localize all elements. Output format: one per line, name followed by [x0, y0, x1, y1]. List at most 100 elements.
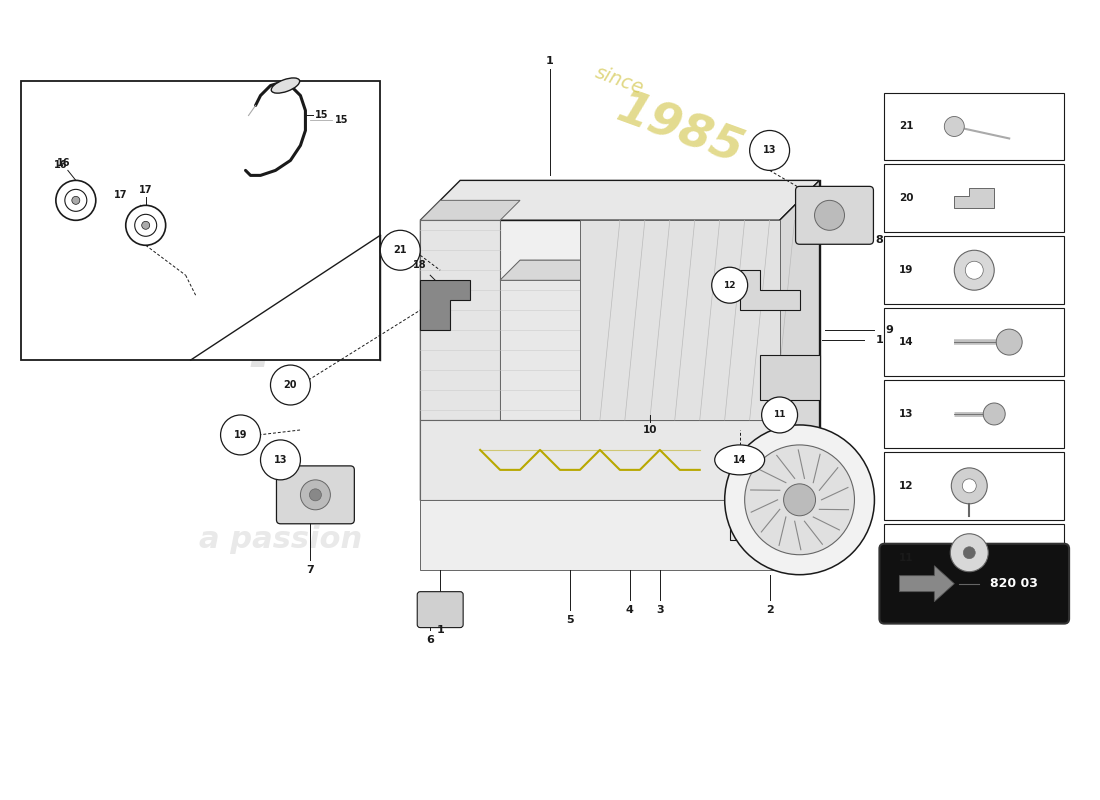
Polygon shape	[420, 420, 780, 500]
Text: 1: 1	[437, 625, 444, 634]
Polygon shape	[900, 566, 955, 602]
Polygon shape	[739, 270, 800, 310]
FancyBboxPatch shape	[884, 236, 1064, 304]
Text: since: since	[593, 63, 647, 98]
Text: 17: 17	[114, 190, 128, 200]
FancyBboxPatch shape	[760, 355, 820, 400]
Text: 9: 9	[886, 325, 893, 335]
Circle shape	[955, 250, 994, 290]
Circle shape	[381, 230, 420, 270]
Text: 1: 1	[876, 335, 883, 345]
Text: 3: 3	[656, 605, 663, 614]
Circle shape	[750, 130, 790, 170]
Polygon shape	[500, 280, 580, 420]
FancyBboxPatch shape	[884, 308, 1064, 376]
Polygon shape	[420, 220, 780, 500]
Polygon shape	[420, 180, 820, 220]
Circle shape	[125, 206, 166, 246]
Circle shape	[261, 440, 300, 480]
FancyBboxPatch shape	[884, 165, 1064, 232]
Text: 15: 15	[336, 115, 349, 126]
FancyBboxPatch shape	[884, 524, 1064, 592]
Text: 4: 4	[626, 605, 634, 614]
Circle shape	[964, 546, 976, 558]
Text: 14: 14	[733, 455, 747, 465]
Circle shape	[221, 415, 261, 455]
Circle shape	[952, 468, 987, 504]
Circle shape	[983, 403, 1005, 425]
Circle shape	[814, 200, 845, 230]
Text: 18: 18	[414, 260, 427, 270]
Circle shape	[300, 480, 330, 510]
Circle shape	[712, 267, 748, 303]
Text: 1985: 1985	[610, 87, 749, 174]
Circle shape	[745, 445, 855, 554]
Polygon shape	[420, 200, 520, 220]
FancyBboxPatch shape	[884, 93, 1064, 161]
Text: 10: 10	[642, 425, 657, 435]
Circle shape	[997, 329, 1022, 355]
FancyBboxPatch shape	[884, 380, 1064, 448]
Text: 820 03: 820 03	[990, 577, 1038, 590]
Text: 12: 12	[724, 281, 736, 290]
Text: 2: 2	[766, 605, 773, 614]
Circle shape	[65, 190, 87, 211]
Circle shape	[725, 425, 874, 574]
FancyBboxPatch shape	[884, 452, 1064, 520]
Circle shape	[950, 534, 988, 572]
FancyBboxPatch shape	[879, 544, 1069, 624]
Ellipse shape	[272, 78, 299, 93]
Polygon shape	[420, 500, 780, 570]
Text: 21: 21	[394, 246, 407, 255]
Text: 13: 13	[899, 409, 914, 419]
Text: 8: 8	[876, 235, 883, 246]
Text: 13: 13	[274, 455, 287, 465]
Text: 16: 16	[57, 158, 70, 169]
Text: 17: 17	[139, 186, 153, 195]
Text: 12: 12	[899, 481, 914, 491]
Text: 11: 11	[773, 410, 785, 419]
FancyBboxPatch shape	[21, 81, 381, 360]
Polygon shape	[955, 188, 994, 208]
Polygon shape	[780, 460, 820, 570]
Polygon shape	[500, 260, 600, 280]
Circle shape	[309, 489, 321, 501]
FancyBboxPatch shape	[795, 186, 873, 244]
Circle shape	[134, 214, 156, 236]
Text: 7: 7	[307, 565, 315, 574]
Text: 19: 19	[899, 266, 914, 275]
Circle shape	[944, 117, 965, 137]
Text: 20: 20	[899, 194, 914, 203]
Circle shape	[271, 365, 310, 405]
Polygon shape	[500, 280, 719, 350]
FancyBboxPatch shape	[729, 460, 780, 540]
Text: 15: 15	[316, 110, 329, 121]
Text: 21: 21	[899, 122, 914, 131]
Polygon shape	[780, 180, 820, 500]
Text: 20: 20	[284, 380, 297, 390]
Circle shape	[761, 397, 798, 433]
Text: europ: europ	[55, 293, 306, 367]
Polygon shape	[580, 220, 780, 420]
FancyBboxPatch shape	[276, 466, 354, 524]
Text: 6: 6	[427, 634, 434, 645]
Polygon shape	[420, 220, 500, 420]
Circle shape	[56, 180, 96, 220]
Circle shape	[966, 262, 983, 279]
Text: 11: 11	[899, 553, 914, 562]
FancyBboxPatch shape	[417, 592, 463, 628]
Polygon shape	[500, 260, 739, 280]
Ellipse shape	[715, 445, 764, 475]
Circle shape	[72, 196, 80, 204]
Text: 14: 14	[899, 337, 914, 347]
Text: 19: 19	[234, 430, 248, 440]
Text: a passion: a passion	[199, 526, 362, 554]
Circle shape	[783, 484, 815, 516]
Text: 1: 1	[546, 55, 554, 66]
Text: 5: 5	[566, 614, 574, 625]
Polygon shape	[420, 280, 470, 330]
Circle shape	[142, 222, 150, 230]
Text: 16: 16	[54, 161, 67, 170]
Text: 13: 13	[763, 146, 777, 155]
Circle shape	[962, 479, 977, 493]
